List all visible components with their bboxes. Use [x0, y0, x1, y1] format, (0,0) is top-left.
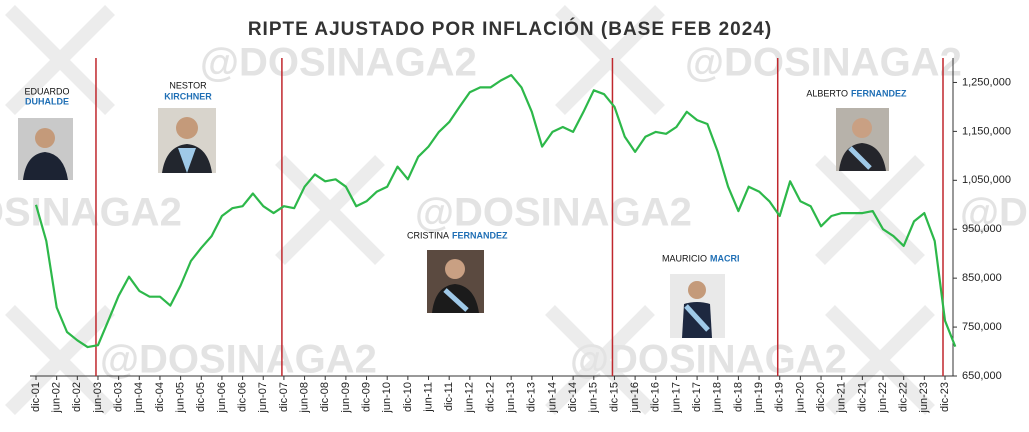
y-tick-label: 650,000 [962, 370, 1002, 382]
watermarks: @DOSINAGA2 @DOSINAGA2 @DOSINAGA2 @DOSINAGA2… [0, 41, 1029, 382]
x-tick-label: jun-18 [712, 382, 724, 414]
y-tick-label: 1,150,000 [962, 125, 1011, 137]
y-tick-label: 950,000 [962, 223, 1002, 235]
x-tick-label: jun-10 [381, 382, 393, 414]
x-tick-label: jun-17 [670, 382, 682, 414]
x-tick-label: jun-02 [51, 382, 63, 414]
x-tick-label: jun-09 [340, 382, 352, 414]
x-tick-label: jun-08 [298, 382, 310, 414]
x-tick-label: dic-01 [30, 382, 42, 412]
president-first: CRISTINA [407, 230, 449, 240]
x-tick-label: jun-19 [753, 382, 765, 414]
x-tick-label: jun-06 [216, 382, 228, 414]
x-tick-label: dic-10 [402, 382, 414, 412]
watermark: @DOSINAGA2 [0, 191, 182, 235]
x-tick-label: jun-04 [133, 382, 145, 414]
x-tick-label: jun-15 [588, 382, 600, 414]
y-tick-label: 750,000 [962, 321, 1002, 333]
president-first: NESTOR [169, 80, 207, 90]
x-tick-label: dic-18 [732, 382, 744, 412]
president-last: FERNANDEZ [851, 88, 907, 98]
watermark: @DOSINAGA2 [960, 191, 1029, 235]
watermark: @DOSINAGA2 [200, 41, 477, 85]
president-last: DUHALDE [25, 96, 69, 106]
y-tick-label: 1,250,000 [962, 76, 1011, 88]
watermark: @DOSINAGA2 [100, 338, 377, 382]
watermark-x [5, 5, 935, 415]
president-last: MACRI [710, 253, 740, 263]
watermark: @DOSINAGA2 [570, 338, 847, 382]
x-tick-label: jun-11 [422, 382, 434, 413]
x-tick-label: dic-14 [567, 382, 579, 412]
president-first: ALBERTO [806, 88, 848, 98]
x-tick-label: jun-13 [505, 382, 517, 414]
x-tick-label: jun-12 [464, 382, 476, 414]
x-tick-label: dic-05 [195, 382, 207, 412]
x-tick-label: jun-20 [794, 382, 806, 414]
x-tick-label: jun-14 [546, 382, 558, 414]
x-tick-label: dic-20 [815, 382, 827, 412]
x-tick-label: dic-22 [898, 382, 910, 412]
president-first: EDUARDO [24, 86, 69, 96]
x-tick-label: dic-04 [154, 382, 166, 412]
x-tick-label: dic-06 [236, 382, 248, 412]
x-tick-label: dic-08 [319, 382, 331, 412]
x-tick-label: jun-23 [918, 382, 930, 414]
x-tick-label: jun-07 [257, 382, 269, 414]
chart-title: RIPTE AJUSTADO POR INFLACIÓN (BASE FEB 2… [248, 18, 772, 40]
x-tick-label: jun-16 [629, 382, 641, 414]
y-tick-label: 850,000 [962, 272, 1002, 284]
watermark: @DOSINAGA2 [415, 191, 692, 235]
x-tick-label: dic-02 [71, 382, 83, 412]
x-tick-label: dic-03 [113, 382, 125, 412]
x-tick-label: dic-19 [774, 382, 786, 412]
x-tick-label: jun-22 [877, 382, 889, 414]
president-first: MAURICIO [662, 253, 707, 263]
x-tick-label: dic-09 [360, 382, 372, 412]
president-last: FERNANDEZ [452, 230, 508, 240]
photos [18, 108, 889, 338]
x-tick-label: dic-23 [939, 382, 951, 412]
x-tick-label: dic-11 [443, 382, 455, 411]
data-line [34, 74, 957, 349]
x-tick-label: dic-17 [691, 382, 703, 412]
x-tick-label: dic-13 [526, 382, 538, 412]
president-labels: EDUARDO DUHALDE NESTOR KIRCHNER CRISTINA… [24, 80, 907, 263]
x-tick-label: jun-21 [836, 382, 848, 414]
y-tick-label: 1,050,000 [962, 174, 1011, 186]
x-tick-label: jun-05 [175, 382, 187, 414]
x-tick-label: jun-03 [92, 382, 104, 414]
watermark: @DOSINAGA2 [685, 41, 962, 85]
x-tick-label: dic-21 [856, 382, 868, 412]
x-tick-label: dic-07 [278, 382, 290, 412]
x-tick-label: dic-12 [484, 382, 496, 412]
plot: 650,000 750,000 850,000 950,000 1,050,000 1,1… [30, 58, 1011, 414]
x-tick-label: dic-16 [650, 382, 662, 412]
x-tick-label: dic-15 [608, 382, 620, 412]
president-last: KIRCHNER [164, 91, 212, 101]
